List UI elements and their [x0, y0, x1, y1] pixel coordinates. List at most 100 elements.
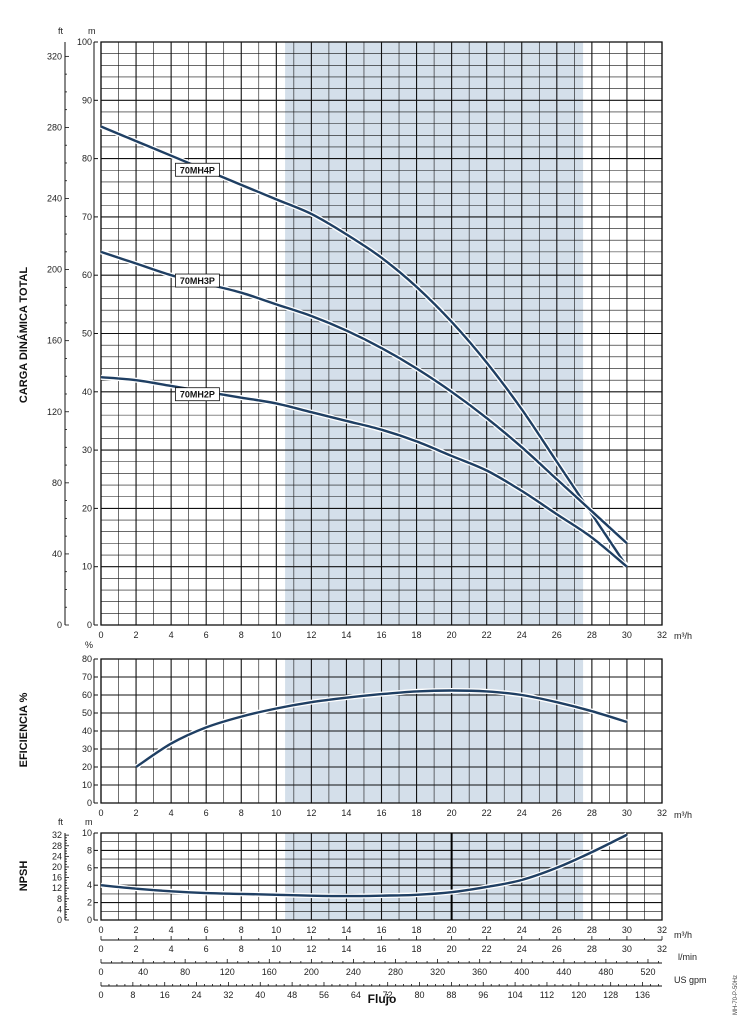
lmin-scale-label: 120: [220, 967, 235, 977]
head-frame: [100, 41, 663, 626]
head-y-tick-label: 30: [82, 445, 92, 455]
npsh-x-tick-label: 20: [447, 925, 457, 935]
gpm-scale-label: 8: [130, 990, 135, 1000]
npsh-x-unit: m³/h: [674, 930, 692, 940]
efficiency-y-tick-label: 30: [82, 744, 92, 754]
npsh-x-tick-label: 10: [271, 925, 281, 935]
gpm-scale-label: 80: [415, 990, 425, 1000]
efficiency-x-tick-label: 20: [447, 808, 457, 818]
npsh-ft-tick-label: 20: [52, 862, 62, 872]
head-ft-tick-label: 0: [57, 620, 62, 630]
npsh-frame: [100, 832, 663, 921]
efficiency-x-tick-label: 12: [306, 808, 316, 818]
gpm-scale-label: 88: [446, 990, 456, 1000]
npsh-ft-tick-label: 28: [52, 841, 62, 851]
head-x-tick-label: 16: [376, 630, 386, 640]
head-y-tick-label: 20: [82, 503, 92, 513]
m3h-scale-label: 10: [271, 944, 281, 954]
head-ft-tick-label: 120: [47, 407, 62, 417]
chart-panels: 0102030405060708090100040801201602002402…: [47, 37, 667, 935]
lmin-scale-label: 160: [262, 967, 277, 977]
gpm-scale-label: 72: [383, 990, 393, 1000]
efficiency-y-tick-label: 80: [82, 654, 92, 664]
head-y-tick-label: 50: [82, 329, 92, 339]
head-ft-tick-label: 80: [52, 478, 62, 488]
head-y-tick-label: 100: [77, 37, 92, 47]
npsh-axis-title: NPSH: [18, 861, 30, 892]
efficiency-x-tick-label: 4: [169, 808, 174, 818]
npsh-x-tick-label: 0: [98, 925, 103, 935]
npsh-y-tick-label: 4: [87, 880, 92, 890]
npsh-ft-tick-label: 8: [57, 894, 62, 904]
npsh-y-tick-label: 8: [87, 845, 92, 855]
70MH2P-label-box: [175, 387, 220, 402]
npsh-y-tick-label: 2: [87, 898, 92, 908]
lmin-scale-label: 80: [180, 967, 190, 977]
gpm-scale-label: 0: [98, 990, 103, 1000]
m3h-scale-label: 14: [341, 944, 351, 954]
70MH3P-label-box: [175, 273, 220, 288]
efficiency-x-tick-label: 2: [134, 808, 139, 818]
efficiency-x-tick-label: 22: [482, 808, 492, 818]
head-axis-title: CARGA DINÁMICA TOTAL: [17, 267, 30, 404]
m3h-scale-label: 24: [517, 944, 527, 954]
npsh-x-tick-label: 30: [622, 925, 632, 935]
m3h-scale-label: 28: [587, 944, 597, 954]
lmin-scale-label: 320: [430, 967, 445, 977]
head-x-tick-label: 20: [447, 630, 457, 640]
m3h-scale-label: 4: [169, 944, 174, 954]
npsh-y-tick-label: 6: [87, 863, 92, 873]
m3h-scale-label: 16: [376, 944, 386, 954]
lmin-scale-label: 240: [346, 967, 361, 977]
head-x-tick-label: 28: [587, 630, 597, 640]
head-x-tick-label: 8: [239, 630, 244, 640]
efficiency-y-tick-label: 40: [82, 726, 92, 736]
head-ft-tick-label: 320: [47, 51, 62, 61]
npsh-x-tick-label: 8: [239, 925, 244, 935]
efficiency-axis-title: EFICIENCIA %: [18, 692, 30, 767]
gpm-scale-label: 32: [223, 990, 233, 1000]
efficiency-x-tick-label: 28: [587, 808, 597, 818]
head-y-tick-label: 60: [82, 270, 92, 280]
npsh-x-tick-label: 32: [657, 925, 667, 935]
npsh-x-tick-label: 12: [306, 925, 316, 935]
npsh-ft-tick-label: 4: [57, 904, 62, 914]
head-x-tick-label: 10: [271, 630, 281, 640]
efficiency-x-tick-label: 8: [239, 808, 244, 818]
m3h-scale-label: 30: [622, 944, 632, 954]
m3h-scale-label: 2: [134, 944, 139, 954]
70MH2P-label: 70MH2P: [180, 390, 215, 400]
lmin-scale-label: 0: [98, 967, 103, 977]
flow-scales: 0 2 4 6 8 10 12 14 16 18 20 22 24 26 28 30 320 40 80 120 160…: [98, 936, 667, 1000]
efficiency-y-tick-label: 10: [82, 780, 92, 790]
npsh-ft-tick-label: 12: [52, 883, 62, 893]
gpm-unit: US gpm: [674, 975, 707, 985]
npsh-x-tick-label: 26: [552, 925, 562, 935]
npsh-ft-tick-label: 0: [57, 915, 62, 925]
lmin-unit: l/min: [678, 952, 697, 962]
npsh-x-tick-label: 4: [169, 925, 174, 935]
head-x-tick-label: 22: [482, 630, 492, 640]
head-y-tick-label: 70: [82, 212, 92, 222]
lmin-scale-label: 200: [304, 967, 319, 977]
npsh-ft-unit: ft: [58, 817, 64, 827]
m3h-scale-label: 0: [98, 944, 103, 954]
efficiency-y-tick-label: 50: [82, 708, 92, 718]
head-x-tick-label: 0: [98, 630, 103, 640]
head-x-tick-label: 14: [341, 630, 351, 640]
lmin-scale-label: 40: [138, 967, 148, 977]
head-x-tick-label: 2: [134, 630, 139, 640]
head-x-tick-label: 30: [622, 630, 632, 640]
npsh-ft-tick-label: 32: [52, 830, 62, 840]
npsh-ft-tick-label: 24: [52, 851, 62, 861]
gpm-scale-label: 136: [635, 990, 650, 1000]
efficiency-frame: [100, 658, 663, 804]
lmin-scale-label: 440: [556, 967, 571, 977]
efficiency-y-tick-label: 0: [87, 798, 92, 808]
npsh-ft-tick-label: 16: [52, 873, 62, 883]
70MH4P-label: 70MH4P: [180, 165, 215, 175]
head-x-tick-label: 12: [306, 630, 316, 640]
efficiency-y-tick-label: 60: [82, 690, 92, 700]
m3h-scale-label: 22: [482, 944, 492, 954]
